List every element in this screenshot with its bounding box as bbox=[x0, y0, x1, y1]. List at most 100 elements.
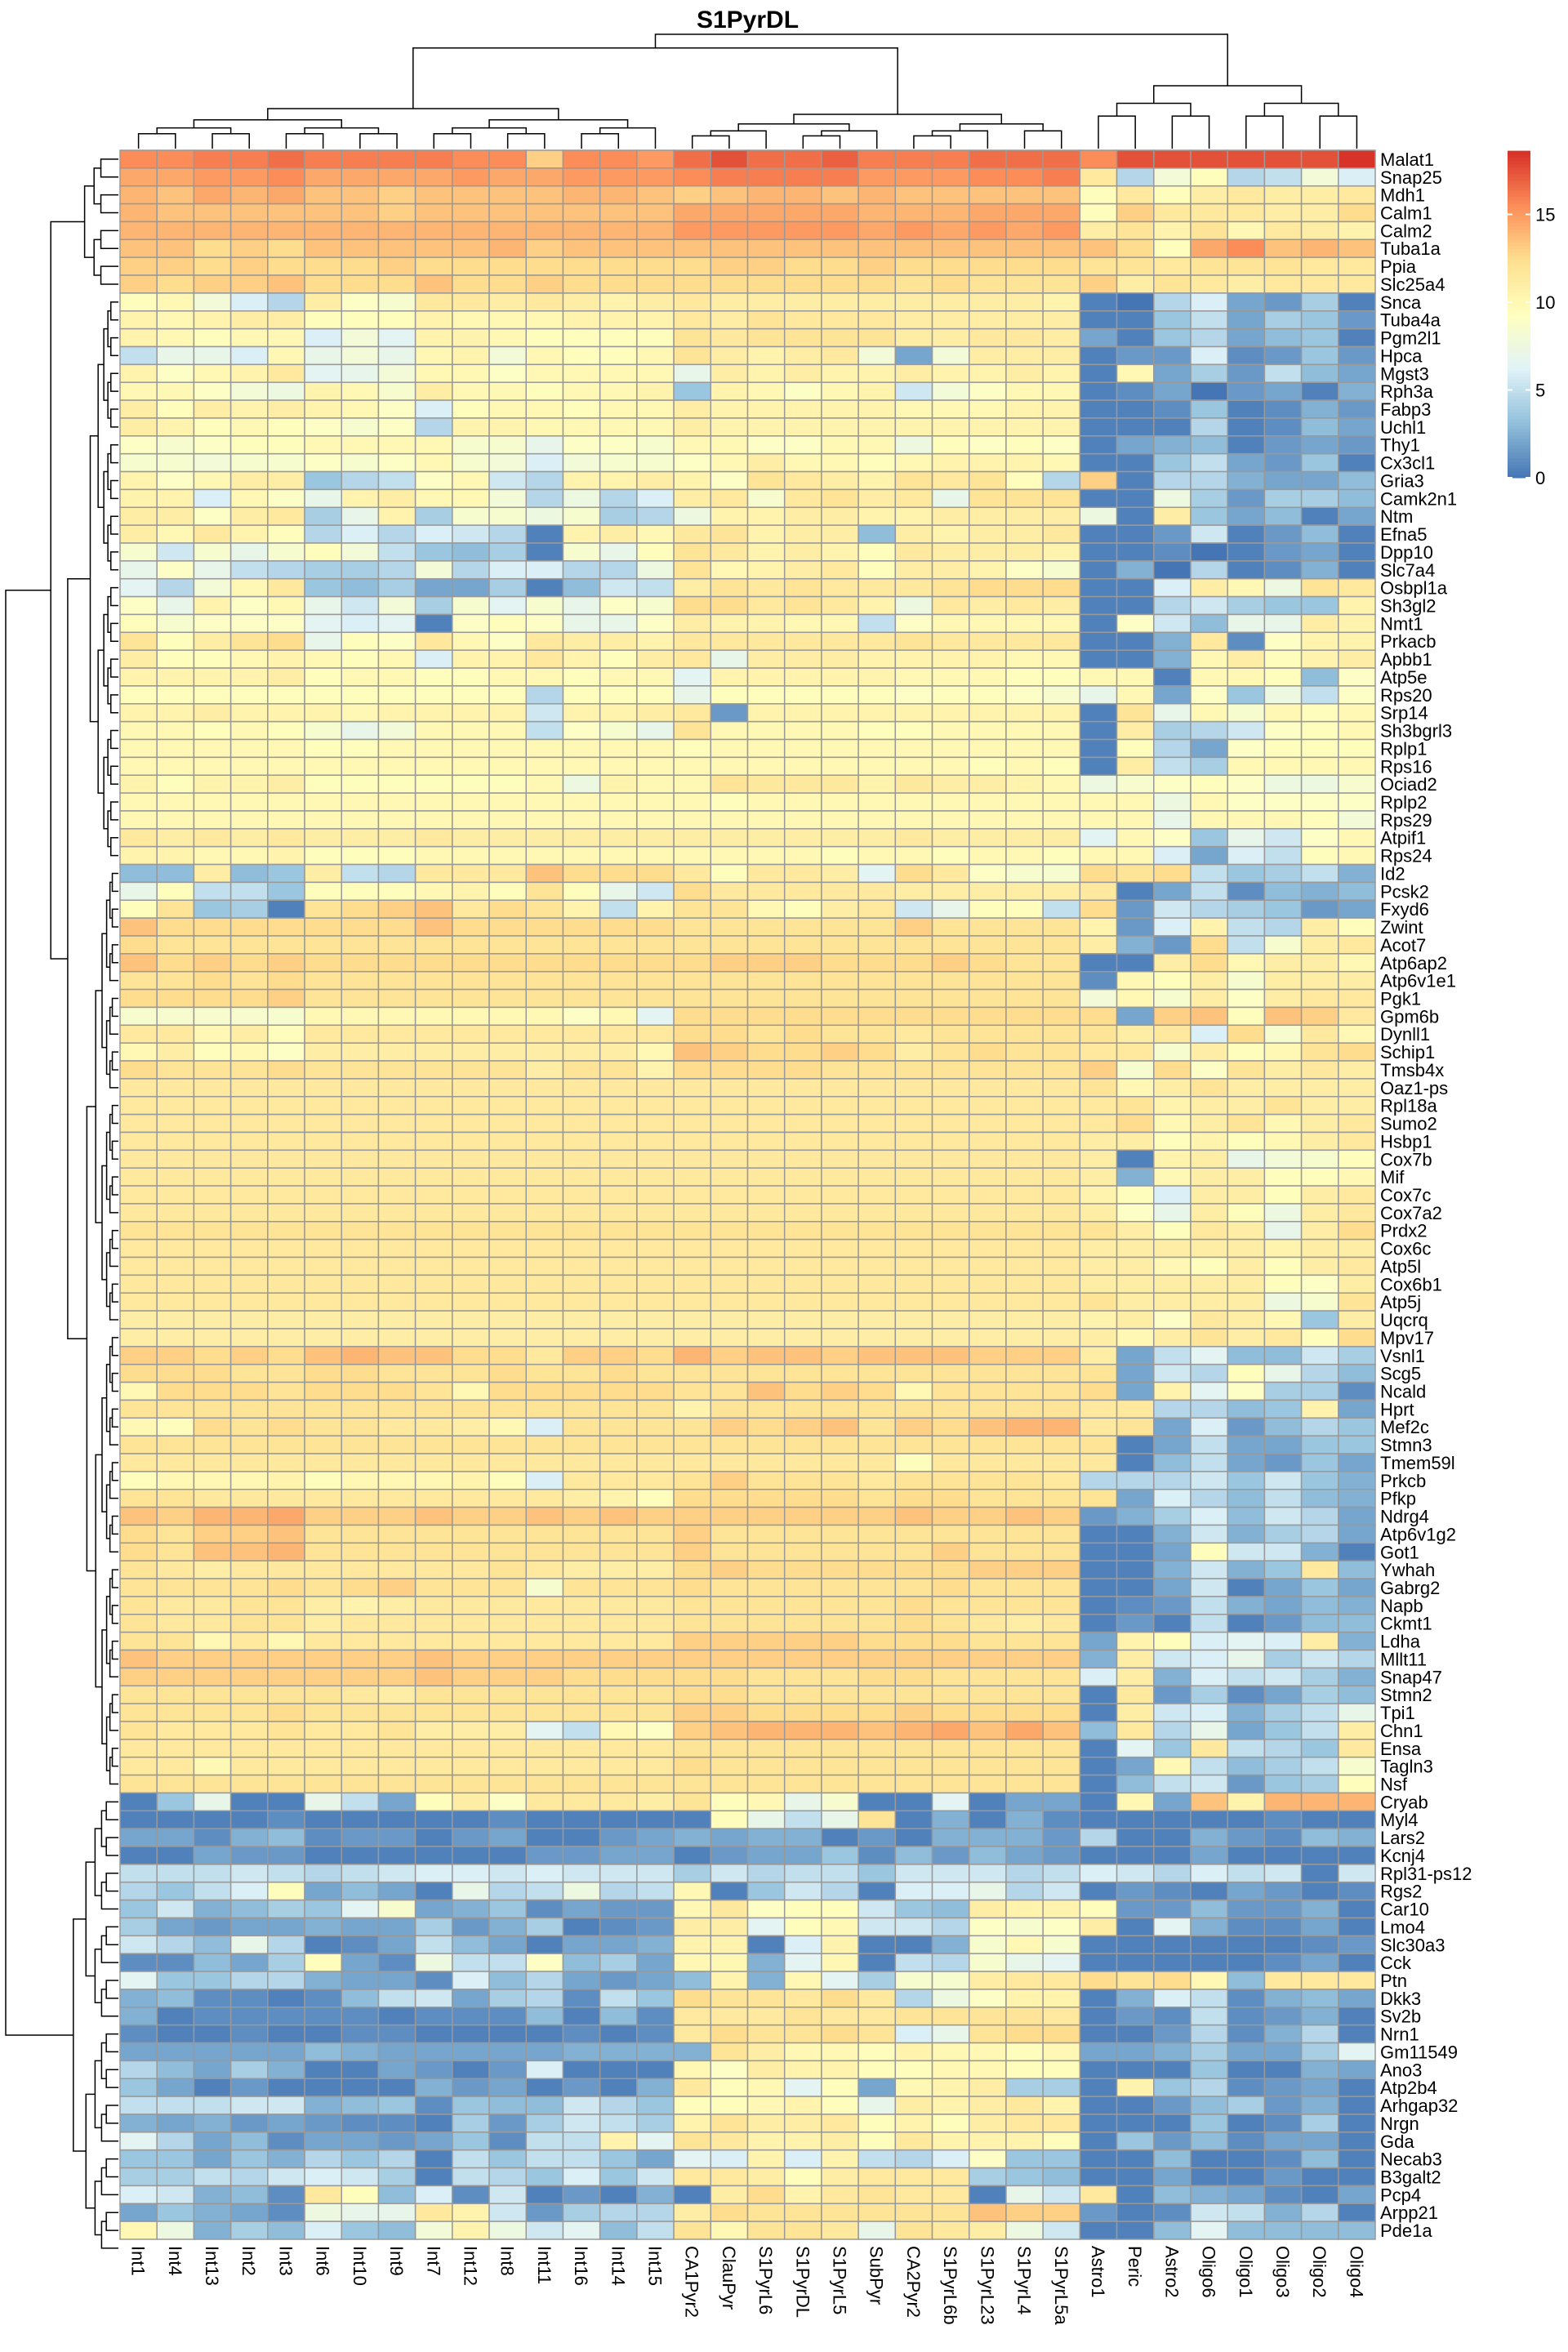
legend-color-step bbox=[1508, 186, 1530, 191]
heatmap-cell bbox=[1116, 1881, 1155, 1901]
heatmap-cell bbox=[783, 1685, 822, 1704]
heatmap-cell bbox=[1079, 953, 1118, 973]
heatmap-cell bbox=[156, 1792, 195, 1812]
heatmap-cell bbox=[341, 1435, 380, 1454]
heatmap-cell bbox=[1042, 506, 1081, 526]
heatmap-cell bbox=[119, 810, 158, 830]
heatmap-cell bbox=[156, 220, 195, 241]
heatmap-cell bbox=[599, 1238, 638, 1258]
heatmap-cell bbox=[599, 2185, 638, 2205]
heatmap-cell bbox=[119, 1631, 158, 1651]
heatmap-cell bbox=[1116, 363, 1155, 383]
heatmap-cell bbox=[377, 1381, 416, 1401]
heatmap-cell bbox=[1153, 2149, 1192, 2169]
heatmap-cell bbox=[821, 256, 859, 276]
dendrogram-branch bbox=[105, 1716, 110, 1771]
heatmap-cell bbox=[1042, 1774, 1081, 1794]
heatmap-cell bbox=[304, 1435, 342, 1454]
heatmap-cell bbox=[673, 828, 712, 848]
heatmap-cell bbox=[1338, 560, 1376, 580]
heatmap-cell bbox=[193, 1524, 232, 1544]
heatmap-cell bbox=[931, 417, 970, 437]
heatmap-cell bbox=[673, 1953, 712, 1972]
heatmap-cell bbox=[193, 1721, 232, 1740]
heatmap-cell bbox=[525, 452, 564, 473]
heatmap-cell bbox=[229, 792, 269, 812]
heatmap-cell bbox=[304, 1453, 342, 1472]
heatmap-cell bbox=[599, 1488, 638, 1508]
dendrogram-branch bbox=[109, 1060, 118, 1089]
heatmap-cell bbox=[1042, 667, 1081, 687]
heatmap-cell bbox=[452, 1471, 490, 1490]
heatmap-cell bbox=[1227, 2167, 1266, 2187]
heatmap-cell bbox=[377, 2167, 416, 2187]
heatmap-cell bbox=[783, 1560, 822, 1579]
heatmap-cell bbox=[710, 1149, 749, 1169]
heatmap-cell bbox=[1227, 1203, 1266, 1223]
legend-color-step bbox=[1508, 173, 1530, 178]
heatmap-cell bbox=[377, 452, 416, 473]
heatmap-cell bbox=[119, 1203, 158, 1223]
heatmap-cell bbox=[1005, 2149, 1044, 2169]
heatmap-cell bbox=[267, 1881, 305, 1901]
heatmap-cell bbox=[858, 1024, 897, 1044]
heatmap-cell bbox=[414, 238, 453, 258]
heatmap-cell bbox=[636, 1935, 675, 1954]
heatmap-cell bbox=[193, 1578, 232, 1597]
heatmap-cell bbox=[673, 470, 712, 491]
heatmap-cell bbox=[229, 363, 269, 383]
heatmap-cell bbox=[119, 917, 158, 937]
heatmap-cell bbox=[858, 417, 897, 437]
heatmap-cell bbox=[1153, 203, 1192, 223]
heatmap-cell bbox=[710, 1846, 749, 1865]
heatmap-cell bbox=[931, 2167, 970, 2187]
heatmap-cell bbox=[821, 1310, 859, 1330]
heatmap-cell bbox=[525, 1596, 564, 1615]
heatmap-cell bbox=[636, 256, 675, 276]
heatmap-cell bbox=[229, 1060, 269, 1080]
heatmap-cell bbox=[746, 613, 786, 634]
heatmap-cell bbox=[452, 863, 490, 884]
dendrogram-branch bbox=[111, 1408, 118, 1428]
heatmap-cell bbox=[1116, 1631, 1155, 1651]
heatmap-cell bbox=[746, 970, 786, 991]
heatmap-cell bbox=[377, 1131, 416, 1152]
legend-color-step bbox=[1508, 229, 1530, 234]
heatmap-cell bbox=[1116, 1006, 1155, 1027]
dendrogram-branch bbox=[100, 194, 118, 214]
heatmap-cell bbox=[562, 345, 601, 366]
heatmap-cell bbox=[525, 2185, 564, 2205]
heatmap-cell bbox=[1300, 560, 1339, 580]
heatmap-cell bbox=[1005, 577, 1044, 598]
heatmap-cell bbox=[1153, 1989, 1192, 2008]
heatmap-cell bbox=[783, 435, 822, 455]
heatmap-cell bbox=[377, 917, 416, 937]
heatmap-cell bbox=[267, 1560, 305, 1579]
heatmap-cell bbox=[858, 1864, 897, 1883]
heatmap-cell bbox=[488, 1328, 528, 1348]
heatmap-cell bbox=[452, 631, 490, 651]
heatmap-cell bbox=[1042, 1185, 1081, 1205]
heatmap-cell bbox=[488, 1792, 528, 1812]
heatmap-cell bbox=[267, 1381, 305, 1401]
heatmap-cell bbox=[1005, 2078, 1044, 2097]
heatmap-cell bbox=[414, 1096, 453, 1116]
heatmap-cell bbox=[304, 1542, 342, 1561]
heatmap-cell bbox=[783, 2167, 822, 2187]
heatmap-cell bbox=[1300, 1256, 1339, 1276]
heatmap-cell bbox=[1263, 1113, 1303, 1134]
heatmap-cell bbox=[673, 524, 712, 544]
heatmap-cell bbox=[525, 667, 564, 687]
heatmap-cell bbox=[783, 345, 822, 366]
heatmap-cell bbox=[1005, 792, 1044, 812]
heatmap-cell bbox=[636, 1703, 675, 1722]
heatmap-cell bbox=[1227, 667, 1266, 687]
heatmap-cell bbox=[1190, 1203, 1228, 1223]
heatmap-cell bbox=[1005, 1417, 1044, 1437]
heatmap-cell bbox=[452, 1042, 490, 1062]
heatmap-cell bbox=[1227, 631, 1266, 651]
heatmap-cell bbox=[821, 792, 859, 812]
heatmap-cell bbox=[636, 1185, 675, 1205]
heatmap-cell bbox=[562, 649, 601, 669]
heatmap-cell bbox=[858, 738, 897, 759]
